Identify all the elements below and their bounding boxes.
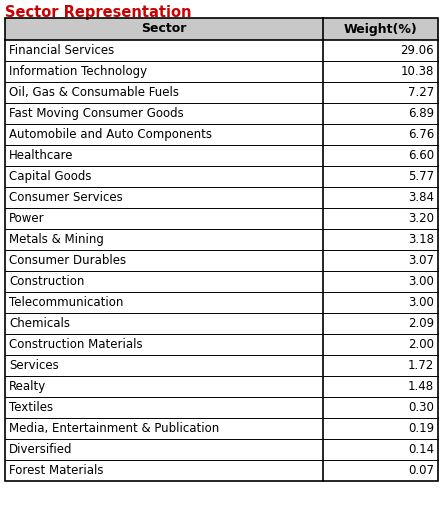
Text: Power: Power [9, 212, 45, 225]
Text: 6.89: 6.89 [408, 107, 434, 120]
Text: 7.27: 7.27 [408, 86, 434, 99]
Text: 2.09: 2.09 [408, 317, 434, 330]
Text: Consumer Services: Consumer Services [9, 191, 123, 204]
Bar [5, 18, 438, 40]
Text: Media, Entertainment & Publication: Media, Entertainment & Publication [9, 422, 219, 435]
Text: 0.07: 0.07 [408, 464, 434, 477]
Text: 2.00: 2.00 [408, 338, 434, 351]
Text: Construction: Construction [9, 275, 84, 288]
Text: 5.77: 5.77 [408, 170, 434, 183]
Text: Weight(%): Weight(%) [344, 22, 417, 36]
Text: Chemicals: Chemicals [9, 317, 70, 330]
Bar [5, 271, 438, 292]
Text: Telecommunication: Telecommunication [9, 296, 123, 309]
Text: 1.48: 1.48 [408, 380, 434, 393]
Bar [5, 124, 438, 145]
Text: Construction Materials: Construction Materials [9, 338, 143, 351]
Text: 3.07: 3.07 [408, 254, 434, 267]
Text: 3.18: 3.18 [408, 233, 434, 246]
Text: 3.00: 3.00 [408, 275, 434, 288]
Bar [5, 397, 438, 418]
Text: Oil, Gas & Consumable Fuels: Oil, Gas & Consumable Fuels [9, 86, 179, 99]
Text: Information Technology: Information Technology [9, 65, 147, 78]
Bar [5, 18, 438, 481]
Text: 0.19: 0.19 [408, 422, 434, 435]
Bar [5, 250, 438, 271]
Text: 3.20: 3.20 [408, 212, 434, 225]
Text: 3.84: 3.84 [408, 191, 434, 204]
Bar [5, 376, 438, 397]
Bar [5, 229, 438, 250]
Bar [5, 145, 438, 166]
Bar [5, 439, 438, 460]
Text: Financial Services: Financial Services [9, 44, 114, 57]
Text: Forest Materials: Forest Materials [9, 464, 104, 477]
Text: 0.14: 0.14 [408, 443, 434, 456]
Text: Sector Representation: Sector Representation [5, 5, 191, 20]
Text: Automobile and Auto Components: Automobile and Auto Components [9, 128, 212, 141]
Bar [5, 166, 438, 187]
Text: 6.60: 6.60 [408, 149, 434, 162]
Bar [5, 82, 438, 103]
Text: Services: Services [9, 359, 59, 372]
Bar [5, 103, 438, 124]
Text: 0.30: 0.30 [408, 401, 434, 414]
Text: 10.38: 10.38 [400, 65, 434, 78]
Text: Diversified: Diversified [9, 443, 73, 456]
Text: Consumer Durables: Consumer Durables [9, 254, 126, 267]
Text: 1.72: 1.72 [408, 359, 434, 372]
Bar [5, 355, 438, 376]
Text: Healthcare: Healthcare [9, 149, 74, 162]
Text: Metals & Mining: Metals & Mining [9, 233, 104, 246]
Bar [5, 334, 438, 355]
Text: Textiles: Textiles [9, 401, 53, 414]
Bar [5, 61, 438, 82]
Bar [5, 313, 438, 334]
Bar [5, 208, 438, 229]
Bar [5, 40, 438, 61]
Text: Sector: Sector [141, 22, 187, 36]
Text: Fast Moving Consumer Goods: Fast Moving Consumer Goods [9, 107, 184, 120]
Bar [5, 187, 438, 208]
Bar [5, 292, 438, 313]
Text: Capital Goods: Capital Goods [9, 170, 92, 183]
Bar [5, 418, 438, 439]
Text: Realty: Realty [9, 380, 46, 393]
Text: 29.06: 29.06 [400, 44, 434, 57]
Bar [5, 460, 438, 481]
Text: 6.76: 6.76 [408, 128, 434, 141]
Text: 3.00: 3.00 [408, 296, 434, 309]
